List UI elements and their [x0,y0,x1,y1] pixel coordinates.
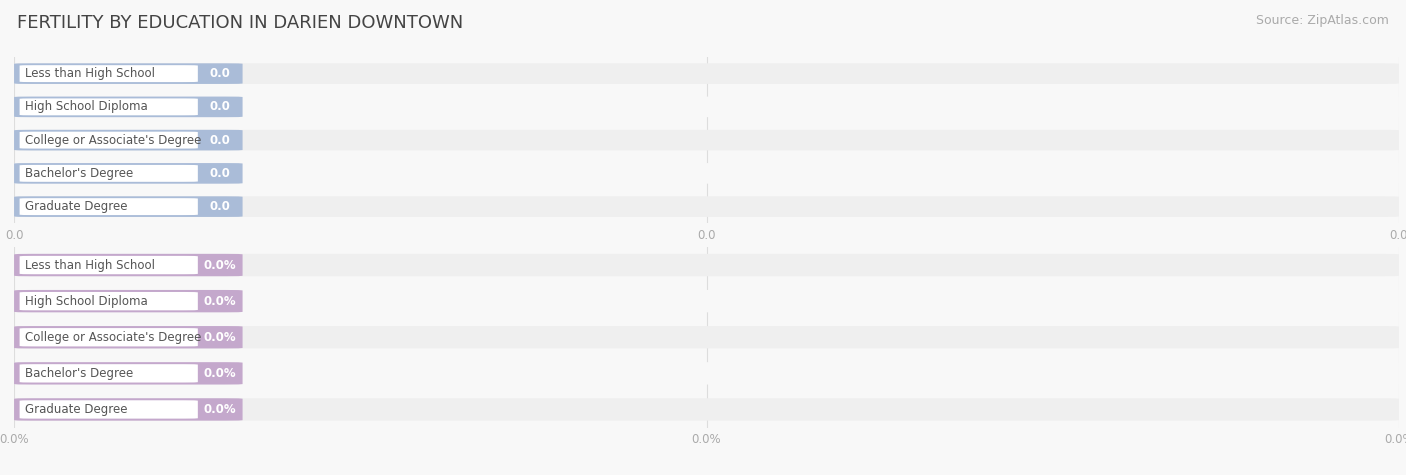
Text: College or Associate's Degree: College or Associate's Degree [25,331,201,344]
Text: FERTILITY BY EDUCATION IN DARIEN DOWNTOWN: FERTILITY BY EDUCATION IN DARIEN DOWNTOW… [17,14,463,32]
FancyBboxPatch shape [14,362,243,385]
FancyBboxPatch shape [20,165,198,182]
FancyBboxPatch shape [14,398,1399,421]
FancyBboxPatch shape [20,256,198,274]
FancyBboxPatch shape [20,292,198,310]
FancyBboxPatch shape [20,65,198,82]
FancyBboxPatch shape [20,328,198,346]
Text: High School Diploma: High School Diploma [25,100,148,114]
FancyBboxPatch shape [14,290,243,313]
Text: Graduate Degree: Graduate Degree [25,200,128,213]
FancyBboxPatch shape [14,96,1399,117]
FancyBboxPatch shape [14,130,243,151]
FancyBboxPatch shape [14,163,1399,184]
FancyBboxPatch shape [14,254,1399,276]
Text: 0.0%: 0.0% [204,331,236,344]
FancyBboxPatch shape [14,290,1399,313]
Text: 0.0: 0.0 [209,100,231,114]
FancyBboxPatch shape [20,198,198,215]
FancyBboxPatch shape [14,326,1399,349]
Text: Bachelor's Degree: Bachelor's Degree [25,367,134,380]
Text: 0.0%: 0.0% [204,367,236,380]
FancyBboxPatch shape [14,398,243,421]
FancyBboxPatch shape [14,130,1399,151]
Text: Bachelor's Degree: Bachelor's Degree [25,167,134,180]
Text: College or Associate's Degree: College or Associate's Degree [25,133,201,147]
FancyBboxPatch shape [20,132,198,149]
Text: 0.0%: 0.0% [204,294,236,308]
Text: 0.0: 0.0 [209,133,231,147]
FancyBboxPatch shape [14,254,243,276]
FancyBboxPatch shape [14,326,243,349]
Text: 0.0: 0.0 [209,200,231,213]
FancyBboxPatch shape [14,163,243,184]
Text: Graduate Degree: Graduate Degree [25,403,128,416]
FancyBboxPatch shape [20,98,198,115]
FancyBboxPatch shape [14,196,243,217]
Text: 0.0: 0.0 [209,67,231,80]
FancyBboxPatch shape [14,63,243,84]
FancyBboxPatch shape [14,96,243,117]
FancyBboxPatch shape [14,63,1399,84]
FancyBboxPatch shape [20,364,198,382]
Text: Less than High School: Less than High School [25,258,155,272]
Text: 0.0%: 0.0% [204,258,236,272]
Text: High School Diploma: High School Diploma [25,294,148,308]
Text: 0.0%: 0.0% [204,403,236,416]
FancyBboxPatch shape [14,362,1399,385]
Text: Source: ZipAtlas.com: Source: ZipAtlas.com [1256,14,1389,27]
FancyBboxPatch shape [20,400,198,418]
FancyBboxPatch shape [14,196,1399,217]
Text: 0.0: 0.0 [209,167,231,180]
Text: Less than High School: Less than High School [25,67,155,80]
